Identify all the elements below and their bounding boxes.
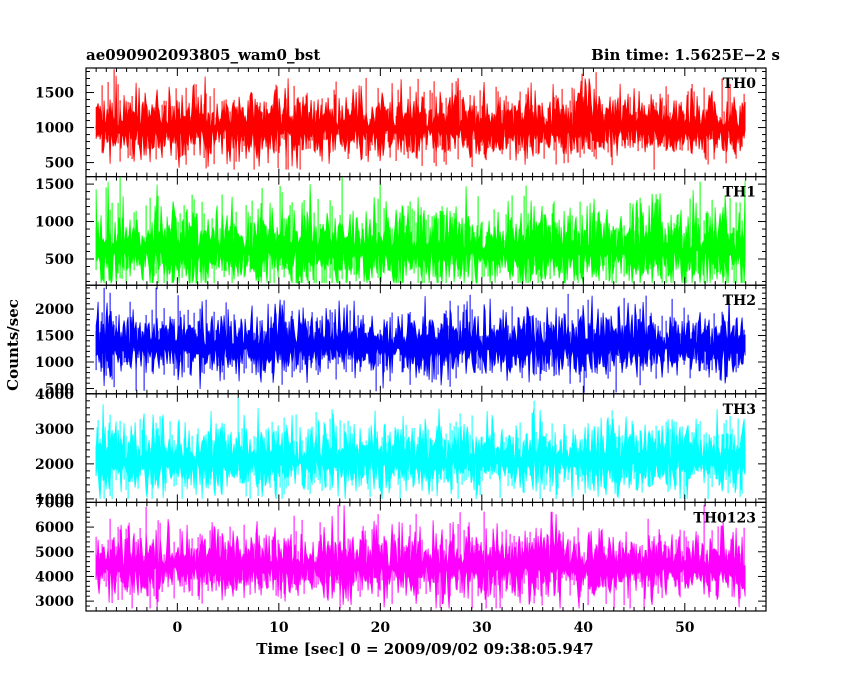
y-axis-label: Counts/sec <box>4 299 22 391</box>
y-tick-label: 500 <box>45 382 74 398</box>
y-tick-label: 1500 <box>35 177 74 193</box>
panel-th3: 1000 2000 3000 4000 TH3 <box>35 387 767 508</box>
x-tick-label: 50 <box>675 620 695 636</box>
y-tick-label: 500 <box>45 252 74 268</box>
series-spikes-th2 <box>95 287 745 393</box>
y-tick-label: 3000 <box>35 594 74 610</box>
panel-th1: 500 1000 1500 TH1 <box>35 176 767 286</box>
series-spikes-th0 <box>95 69 745 170</box>
panel-th0123: 3000 4000 5000 6000 7000 TH0123 <box>35 495 767 612</box>
chart-title-right: Bin time: 1.5625E−2 s <box>591 46 780 64</box>
x-axis-ticks: 0 10 20 30 40 50 <box>172 620 694 636</box>
x-tick-label: 30 <box>472 620 492 636</box>
y-tick-label: 1000 <box>35 215 74 231</box>
y-tick-label: 6000 <box>35 520 74 536</box>
panel-label: TH1 <box>723 185 756 201</box>
panel-label: TH3 <box>723 402 756 418</box>
series-spikes-th1 <box>95 176 745 283</box>
y-tick-label: 1500 <box>35 329 74 345</box>
chart-title-left: ae090902093805_wam0_bst <box>86 46 320 64</box>
x-tick-label: 0 <box>172 620 182 636</box>
y-tick-label: 2000 <box>35 302 74 318</box>
y-tick-label: 1000 <box>35 492 74 508</box>
panel-label: TH0123 <box>693 510 756 526</box>
y-tick-label: 4000 <box>35 569 74 585</box>
panel-th0: 500 1000 1500 TH0 <box>35 67 767 178</box>
x-tick-label: 20 <box>371 620 391 636</box>
y-tick-label: 1500 <box>35 86 74 102</box>
y-tick-label: 7000 <box>35 495 74 511</box>
y-tick-label: 500 <box>45 156 74 172</box>
x-tick-label: 10 <box>269 620 289 636</box>
panel-label: TH2 <box>723 293 756 309</box>
y-tick-label: 3000 <box>35 422 74 438</box>
series-spikes-th0123 <box>95 504 745 609</box>
panel-label: TH0 <box>723 76 757 92</box>
x-tick-label: 40 <box>574 620 594 636</box>
y-tick-label: 5000 <box>35 545 74 561</box>
x-axis-label: Time [sec] 0 = 2009/09/02 09:38:05.947 <box>256 640 593 658</box>
series-spikes-th3 <box>95 397 745 499</box>
y-tick-label: 4000 <box>35 387 74 403</box>
panel-th2: 500 1000 1500 2000 TH2 <box>35 284 767 398</box>
panels-group: 500 1000 1500 TH0 500 1000 1500 TH1 500 1000 1500 2… <box>35 67 767 612</box>
y-tick-label: 2000 <box>35 457 74 473</box>
y-tick-label: 1000 <box>35 121 74 137</box>
y-tick-label: 1000 <box>35 355 74 371</box>
